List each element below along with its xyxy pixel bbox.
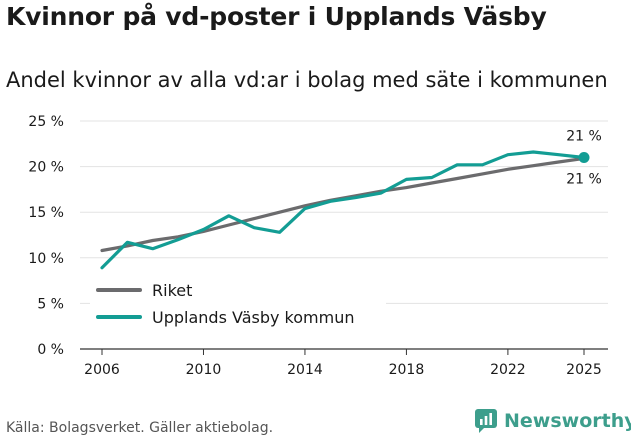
chart-subtitle: Andel kvinnor av alla vd:ar i bolag med …	[6, 68, 608, 92]
y-axis-ticks: 0 % 5 % 10 % 15 % 20 % 25 %	[28, 114, 64, 358]
x-tick-label: 2010	[186, 362, 222, 378]
x-axis-ticks: 2006 2010 2014 2018 2022 2025	[84, 349, 602, 378]
end-labels: 21 % 21 %	[566, 128, 602, 187]
end-label-riket: 21 %	[566, 171, 602, 187]
x-tick-label: 2025	[566, 362, 602, 378]
y-tick-label: 20 %	[28, 160, 64, 176]
brand-name: Newsworthy	[504, 410, 631, 432]
y-tick-label: 5 %	[37, 296, 64, 312]
chart-title: Kvinnor på vd-poster i Upplands Väsby	[6, 2, 547, 31]
legend-background	[90, 276, 386, 334]
y-tick-label: 10 %	[28, 251, 64, 267]
source-note: Källa: Bolagsverket. Gäller aktiebolag.	[6, 420, 274, 436]
series-line-upplands-vasby	[100, 150, 586, 270]
y-tick-label: 25 %	[28, 114, 64, 130]
x-tick-label: 2018	[389, 362, 425, 378]
x-tick-label: 2014	[287, 362, 323, 378]
grid-layer	[80, 120, 608, 350]
newsworthy-icon	[475, 409, 497, 433]
y-tick-label: 15 %	[28, 205, 64, 221]
legend: Riket Upplands Väsby kommun	[90, 276, 386, 334]
end-label-upplands-vasby: 21 %	[566, 128, 602, 144]
newsworthy-logo: Newsworthy	[474, 406, 631, 436]
end-point-marker	[578, 151, 590, 163]
y-tick-label: 0 %	[37, 342, 64, 358]
series-line-riket	[100, 156, 586, 253]
legend-label: Riket	[152, 281, 192, 300]
x-tick-label: 2006	[84, 362, 120, 378]
series-layer	[100, 150, 590, 270]
legend-label: Upplands Väsby kommun	[152, 308, 354, 327]
x-tick-label: 2022	[490, 362, 526, 378]
